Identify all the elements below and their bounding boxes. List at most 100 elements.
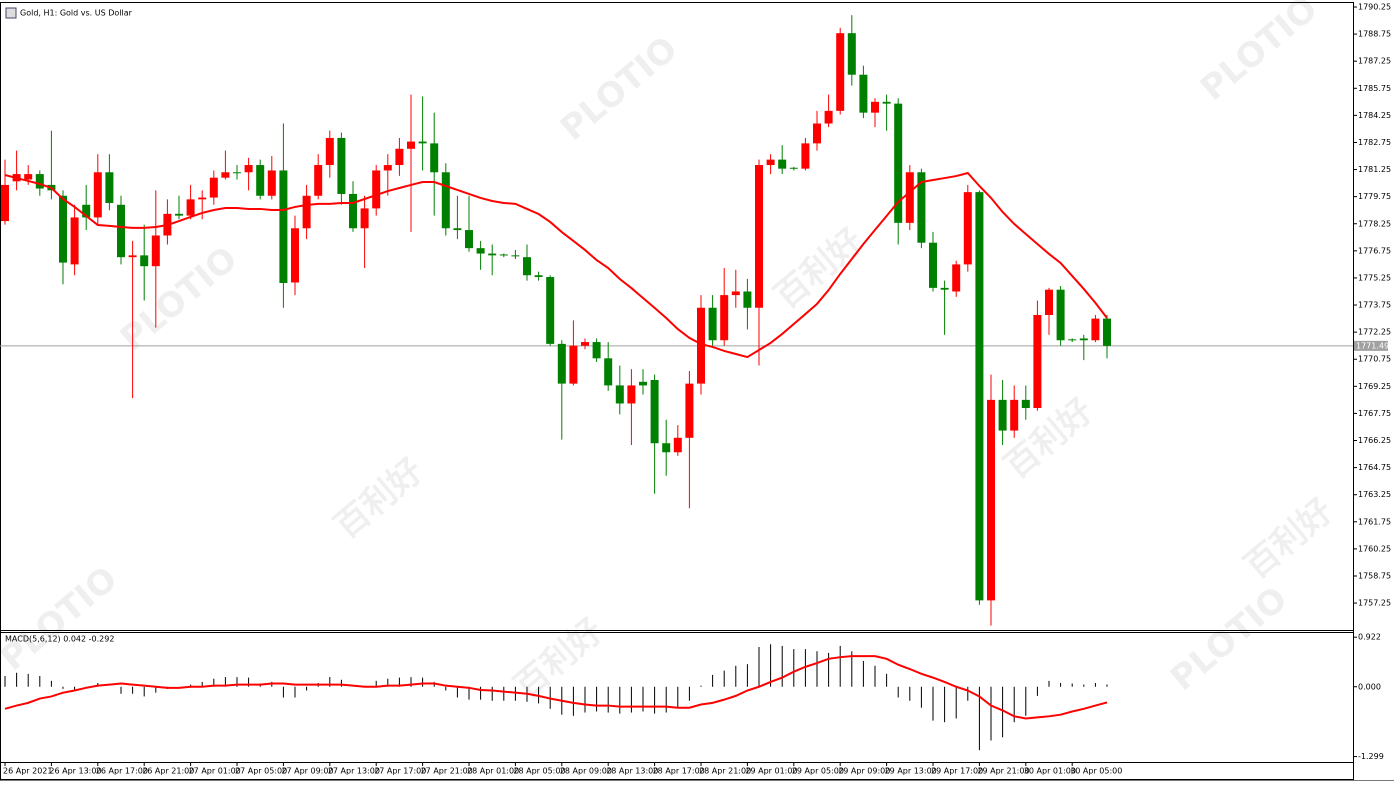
candle-body <box>511 255 520 257</box>
candle-body <box>673 437 682 453</box>
y-tick-label: 1758.75 <box>1358 571 1391 580</box>
candle-body <box>105 172 114 203</box>
candle-body <box>35 174 44 189</box>
candle-body <box>627 385 636 404</box>
y-tick-label: 1782.75 <box>1358 138 1391 147</box>
symbol-icon <box>5 7 17 19</box>
candle-body <box>975 192 984 601</box>
candle-body <box>1091 318 1100 341</box>
y-tick-label: 1785.75 <box>1358 84 1391 93</box>
candle-body <box>720 295 729 341</box>
candle-body <box>662 443 671 453</box>
candle-body <box>743 291 752 308</box>
candle-body <box>360 208 369 229</box>
y-tick-label: 1764.75 <box>1358 463 1391 472</box>
candle-body <box>731 291 740 296</box>
y-tick-label: 1770.75 <box>1358 355 1391 364</box>
x-tick-label: 28 Apr 21:00 <box>699 767 751 776</box>
candle-body <box>952 264 961 292</box>
candle-body <box>766 159 775 166</box>
candle-body <box>267 170 276 196</box>
candle-body <box>82 204 91 218</box>
current-price-label: 1771.49 <box>1356 341 1389 350</box>
candle-body <box>175 213 183 216</box>
candle-body <box>523 257 531 276</box>
candle-body <box>789 167 798 169</box>
x-tick-label: 26 Apr 2021 <box>3 767 52 776</box>
x-tick-label: 26 Apr 13:00 <box>49 767 101 776</box>
y-tick-label: 0.922 <box>1358 633 1381 642</box>
candle-body <box>1033 314 1042 408</box>
x-tick-label: 27 Apr 13:00 <box>328 767 380 776</box>
y-tick-label: 1781.25 <box>1358 165 1391 174</box>
candle-body <box>905 172 914 223</box>
candle-body <box>279 170 288 283</box>
signal-line <box>4 655 1108 720</box>
x-tick-label: 29 Apr 05:00 <box>792 767 844 776</box>
candle-body <box>940 287 949 290</box>
x-tick-label: 29 Apr 09:00 <box>838 767 890 776</box>
candle-body <box>1010 399 1019 431</box>
candle-body <box>337 137 346 194</box>
candle-body <box>349 193 357 229</box>
y-tick-label: 1769.25 <box>1358 382 1391 391</box>
candle-body <box>1079 338 1088 341</box>
candle-body <box>569 345 578 384</box>
x-tick-label: 29 Apr 13:00 <box>885 767 937 776</box>
candle-body <box>1068 339 1077 341</box>
candle-body <box>1021 399 1030 408</box>
candle-body <box>140 255 149 267</box>
x-tick-label: 28 Apr 09:00 <box>560 767 612 776</box>
candle-body <box>186 199 195 216</box>
candle-body <box>395 148 404 166</box>
candle-body <box>499 254 508 256</box>
candle-body <box>824 110 833 124</box>
candle-body <box>650 380 659 444</box>
candle-body <box>534 275 543 278</box>
candle-body <box>1056 289 1065 341</box>
plot-frame <box>0 2 1354 780</box>
y-tick-label: 1766.25 <box>1358 436 1391 445</box>
candle-body <box>592 342 601 359</box>
x-tick-label: 30 Apr 05:00 <box>1070 767 1122 776</box>
candle-body <box>441 172 450 229</box>
candle-body <box>685 383 694 438</box>
candle-body <box>894 103 903 223</box>
candle-body <box>314 165 323 196</box>
candle-body <box>70 217 79 265</box>
y-tick-label: 1776.75 <box>1358 246 1391 255</box>
y-tick-label: 1788.75 <box>1358 30 1391 39</box>
candle-body <box>418 141 427 144</box>
candle-body <box>963 192 972 265</box>
y-tick-label: 1778.25 <box>1358 219 1391 228</box>
candle-body <box>859 74 868 113</box>
candle-body <box>987 399 995 601</box>
candle-body <box>488 253 497 256</box>
candle-body <box>813 123 821 144</box>
y-tick-label: 1763.25 <box>1358 490 1391 499</box>
candle-body <box>117 204 125 258</box>
x-tick-label: 27 Apr 17:00 <box>374 767 426 776</box>
candle-body <box>198 197 207 200</box>
y-tick-label: 1757.25 <box>1358 599 1391 608</box>
candle-body <box>24 174 33 180</box>
candle-body <box>465 230 473 249</box>
candle-body <box>93 172 102 218</box>
candle-body <box>302 195 311 229</box>
candle-body <box>882 101 891 104</box>
y-tick-label: 1779.75 <box>1358 192 1391 201</box>
x-tick-label: 29 Apr 21:00 <box>977 767 1029 776</box>
x-tick-label: 26 Apr 21:00 <box>142 767 194 776</box>
candle-body <box>209 177 218 198</box>
x-tick-label: 28 Apr 17:00 <box>653 767 705 776</box>
candle-body <box>847 33 856 75</box>
candle-body <box>546 277 555 344</box>
candle-body <box>1 184 9 222</box>
x-tick-label: 29 Apr 01:00 <box>745 767 797 776</box>
moving-average <box>4 171 1108 359</box>
candle-body <box>708 307 717 341</box>
candle-body <box>581 342 589 346</box>
x-tick-label: 27 Apr 21:00 <box>421 767 473 776</box>
indicator-title: MACD(5,6,12) 0.042 -0.292 <box>5 635 114 644</box>
